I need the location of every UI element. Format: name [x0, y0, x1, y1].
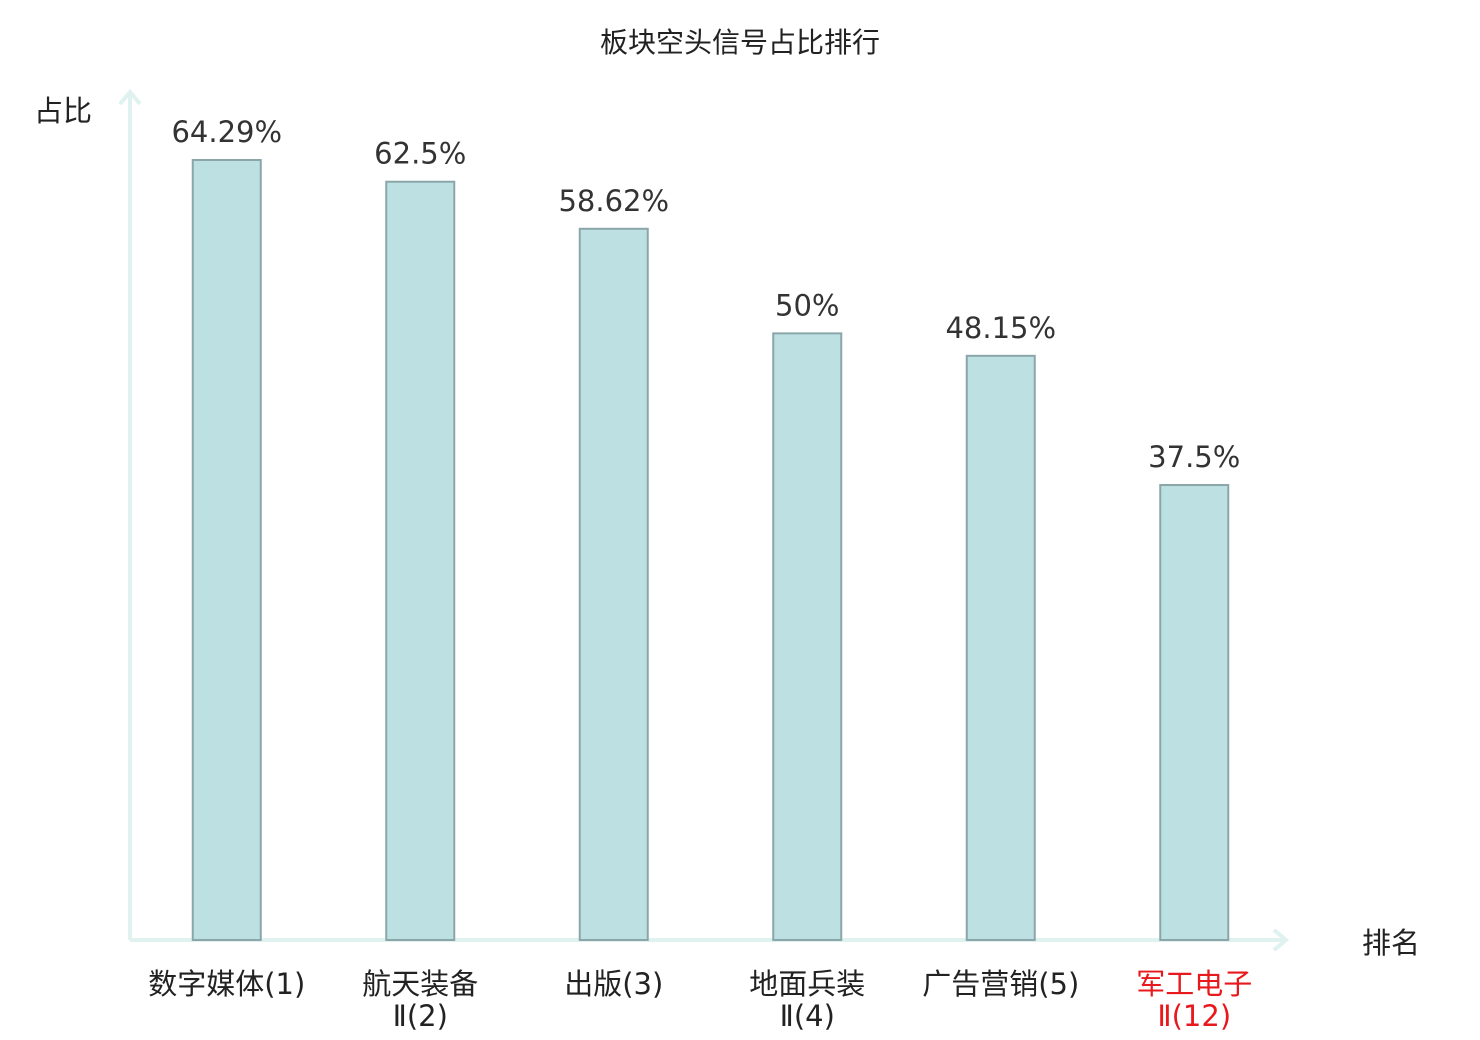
y-axis-arrow	[118, 88, 142, 106]
category-label-4-line-1: 地面兵装	[749, 967, 865, 1001]
bar-5	[965, 354, 1036, 941]
x-axis-label: 排名	[1362, 926, 1420, 960]
bars	[191, 159, 1230, 941]
value-label-4: 50%	[775, 288, 839, 322]
category-label-3: 出版(3)	[564, 967, 663, 1001]
category-label-6-line-2: Ⅱ(12)	[1157, 999, 1231, 1033]
value-labels: 64.29% 62.5% 58.62% 50% 48.15% 37.5%	[171, 115, 1240, 474]
category-label-5: 广告营销(5)	[922, 967, 1079, 1001]
value-label-1: 64.29%	[171, 115, 282, 149]
axes	[118, 88, 1290, 952]
category-label-6-line-1: 军工电子	[1136, 967, 1252, 1001]
value-label-3: 58.62%	[558, 184, 669, 218]
category-label-1: 数字媒体(1)	[148, 967, 305, 1001]
y-axis-label: 占比	[34, 94, 92, 128]
bar-2	[385, 180, 456, 941]
chart-title: 板块空头信号占比排行	[600, 26, 880, 59]
value-label-5: 48.15%	[945, 311, 1056, 345]
category-label-2-line-1: 航天装备	[362, 967, 478, 1001]
bar-3	[578, 227, 649, 941]
value-label-6: 37.5%	[1148, 440, 1240, 474]
category-label-2-line-2: Ⅱ(2)	[393, 999, 448, 1033]
category-label-4-line-2: Ⅱ(4)	[780, 999, 835, 1033]
value-label-2: 62.5%	[374, 137, 466, 171]
x-axis-arrow	[1272, 928, 1290, 952]
bar-6	[1159, 484, 1230, 941]
bar-1	[191, 159, 262, 941]
bar-4	[772, 332, 843, 941]
